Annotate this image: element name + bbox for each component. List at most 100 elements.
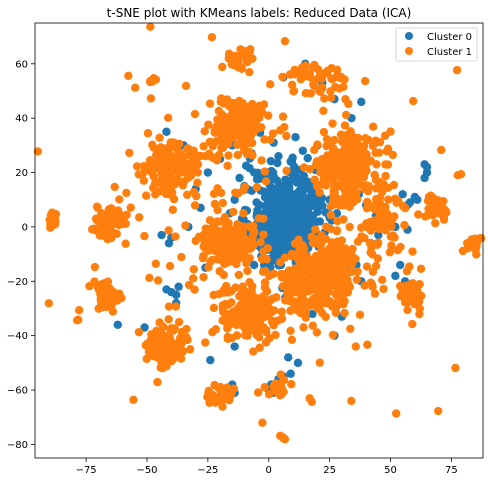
scatter-point-cluster-1 <box>264 305 273 315</box>
scatter-point-cluster-0 <box>140 323 149 332</box>
scatter-point-cluster-1 <box>232 331 242 340</box>
scatter-point-cluster-1 <box>245 294 254 304</box>
scatter-point-cluster-1 <box>383 160 393 169</box>
scatter-point-cluster-1 <box>268 129 278 138</box>
scatter-point-cluster-1 <box>432 199 441 208</box>
scatter-point-cluster-1 <box>237 289 246 298</box>
scatter-point-cluster-1 <box>287 380 296 389</box>
y-tick-label: −20 <box>7 277 28 288</box>
scatter-point-cluster-1 <box>381 171 390 181</box>
scatter-point-cluster-1 <box>190 285 199 294</box>
scatter-point-cluster-1 <box>164 302 174 311</box>
scatter-point-cluster-1 <box>296 308 305 318</box>
scatter-point-cluster-1 <box>146 94 156 103</box>
scatter-point-cluster-1 <box>277 314 287 324</box>
scatter-point-cluster-0 <box>260 193 270 202</box>
scatter-point-cluster-0 <box>249 260 259 270</box>
y-tick-label: 60 <box>15 59 28 70</box>
scatter-point-cluster-1 <box>166 165 176 175</box>
legend-label-cluster-0: Cluster 0 <box>427 32 472 43</box>
scatter-point-cluster-1 <box>332 148 342 158</box>
scatter-point-cluster-0 <box>298 228 308 238</box>
x-tick-label: 50 <box>384 465 397 476</box>
scatter-point-cluster-1 <box>300 263 310 272</box>
scatter-point-cluster-1 <box>326 210 336 220</box>
scatter-point-cluster-1 <box>113 295 122 305</box>
scatter-point-cluster-1 <box>234 270 244 280</box>
scatter-point-cluster-1 <box>362 204 372 213</box>
scatter-point-cluster-1 <box>281 296 290 305</box>
scatter-point-cluster-0 <box>308 309 317 319</box>
scatter-point-cluster-1 <box>146 22 155 32</box>
scatter-point-cluster-1 <box>405 262 414 271</box>
scatter-point-cluster-1 <box>98 302 107 312</box>
scatter-point-cluster-0 <box>391 271 400 281</box>
scatter-point-cluster-0 <box>284 353 293 362</box>
scatter-point-cluster-1 <box>338 174 347 184</box>
scatter-point-cluster-1 <box>271 330 280 340</box>
scatter-point-cluster-1 <box>385 248 395 257</box>
scatter-point-cluster-1 <box>343 275 352 285</box>
scatter-point-cluster-1 <box>44 299 54 308</box>
scatter-point-cluster-1 <box>226 232 236 242</box>
scatter-point-cluster-1 <box>278 282 288 291</box>
scatter-point-cluster-0 <box>305 185 314 194</box>
scatter-point-cluster-1 <box>299 290 308 299</box>
scatter-point-cluster-1 <box>373 254 383 263</box>
scatter-point-cluster-1 <box>207 33 217 42</box>
scatter-point-cluster-1 <box>269 382 278 392</box>
scatter-point-cluster-1 <box>249 347 258 356</box>
scatter-point-cluster-1 <box>243 138 253 148</box>
scatter-point-cluster-1 <box>344 99 353 109</box>
scatter-point-cluster-1 <box>206 257 215 266</box>
scatter-point-cluster-1 <box>238 282 247 291</box>
scatter-point-cluster-1 <box>222 118 231 127</box>
scatter-point-cluster-1 <box>336 256 346 265</box>
x-tick-label: −25 <box>197 465 218 476</box>
scatter-point-cluster-1 <box>134 327 144 337</box>
scatter-point-cluster-1 <box>309 81 319 90</box>
scatter-point-cluster-1 <box>198 253 208 263</box>
scatter-point-cluster-1 <box>381 202 390 212</box>
scatter-point-cluster-1 <box>240 182 249 192</box>
scatter-point-cluster-1 <box>164 315 173 324</box>
scatter-point-cluster-1 <box>372 194 381 204</box>
scatter-point-cluster-1 <box>158 174 167 183</box>
scatter-point-cluster-1 <box>207 152 216 162</box>
scatter-point-cluster-1 <box>221 240 231 249</box>
legend-marker-cluster-1 <box>405 47 413 55</box>
scatter-point-cluster-1 <box>122 188 131 198</box>
scatter-point-cluster-1 <box>145 273 154 283</box>
scatter-point-cluster-1 <box>368 122 378 131</box>
scatter-point-cluster-1 <box>286 326 295 336</box>
scatter-point-cluster-1 <box>96 290 105 300</box>
scatter-point-cluster-1 <box>317 155 327 164</box>
scatter-point-cluster-1 <box>244 132 253 142</box>
scatter-point-cluster-1 <box>258 418 267 427</box>
scatter-point-cluster-1 <box>324 298 333 308</box>
scatter-point-cluster-1 <box>287 335 297 344</box>
scatter-point-cluster-1 <box>347 257 357 267</box>
scatter-point-cluster-1 <box>183 335 192 345</box>
scatter-point-cluster-1 <box>174 149 184 158</box>
scatter-point-cluster-1 <box>306 89 315 98</box>
scatter-point-cluster-0 <box>265 220 274 230</box>
scatter-point-cluster-1 <box>172 175 182 184</box>
scatter-point-cluster-1 <box>259 247 268 256</box>
scatter-point-cluster-1 <box>243 266 252 276</box>
scatter-point-cluster-1 <box>380 131 390 140</box>
scatter-point-cluster-1 <box>266 135 275 145</box>
scatter-point-cluster-1 <box>308 321 317 330</box>
scatter-point-cluster-1 <box>236 300 245 310</box>
scatter-point-cluster-1 <box>146 167 155 176</box>
scatter-point-cluster-1 <box>244 244 254 253</box>
scatter-point-cluster-1 <box>323 174 332 183</box>
scatter-point-cluster-1 <box>126 203 135 212</box>
chart-title: t-SNE plot with KMeans labels: Reduced D… <box>107 6 412 20</box>
scatter-point-cluster-1 <box>171 232 180 241</box>
scatter-point-cluster-1 <box>371 184 381 193</box>
scatter-point-cluster-1 <box>327 64 336 73</box>
scatter-point-cluster-1 <box>223 161 232 171</box>
scatter-point-cluster-1 <box>169 138 179 147</box>
scatter-point-cluster-1 <box>143 129 153 138</box>
